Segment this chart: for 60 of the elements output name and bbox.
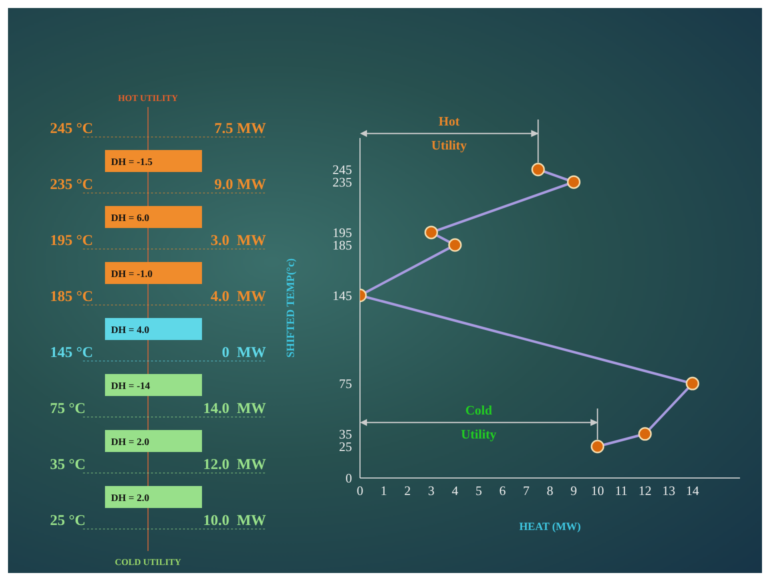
point bbox=[448, 238, 462, 252]
text: DH = 6.0 bbox=[111, 213, 150, 224]
text: COLD UTILITY bbox=[114, 557, 182, 567]
y-tick-label: 245 bbox=[332, 162, 352, 178]
x-tick-label: 4 bbox=[452, 483, 459, 498]
x-tick-label: 14 bbox=[686, 483, 700, 498]
text: 3.0 MW bbox=[210, 233, 266, 249]
category-label: 35 °C bbox=[50, 457, 86, 473]
y-tick-label: 75 bbox=[339, 376, 352, 392]
text: HOT UTILITY bbox=[118, 93, 179, 103]
category-label: 25 °C bbox=[50, 513, 86, 529]
x-tick-label: 9 bbox=[570, 483, 577, 498]
x-tick-label: 3 bbox=[428, 483, 434, 498]
text: 12.0 MW bbox=[203, 457, 266, 473]
x-tick-label: 0 bbox=[356, 483, 364, 498]
text: 14.0 MW bbox=[203, 401, 266, 417]
text: DH = 2.0 bbox=[111, 493, 150, 504]
category-label: 75 °C bbox=[50, 401, 86, 417]
y-tick-label: 185 bbox=[332, 238, 352, 253]
y-tick-label: 35 bbox=[339, 426, 352, 442]
text: DH = -1.0 bbox=[111, 269, 153, 280]
point bbox=[590, 440, 604, 454]
x-tick-label: 7 bbox=[523, 483, 530, 498]
point bbox=[424, 226, 438, 240]
category-label: 185 °C bbox=[50, 289, 94, 305]
text: DH = -1.5 bbox=[111, 157, 153, 168]
x-tick-label: 6 bbox=[499, 483, 506, 498]
y-tick-label: 0 bbox=[346, 470, 352, 486]
point bbox=[638, 427, 652, 441]
y-axis-title: SHIFTED TEMP(°c) bbox=[284, 258, 297, 358]
text: DH = 4.0 bbox=[111, 325, 150, 336]
category-label: 245 °C bbox=[50, 121, 94, 137]
y-tick-label: 145 bbox=[332, 288, 352, 304]
point bbox=[567, 175, 580, 189]
category-label: 195 °C bbox=[50, 233, 94, 249]
y-tick-label: 195 bbox=[332, 225, 352, 240]
x-tick-label: 12 bbox=[638, 483, 652, 498]
text: 9.0 MW bbox=[214, 177, 266, 193]
x-tick-label: 11 bbox=[614, 483, 628, 498]
x-axis-title: HEAT (MW) bbox=[519, 521, 582, 533]
point bbox=[686, 376, 700, 390]
annotation: Hot Utility bbox=[431, 113, 468, 152]
category-label: 145 °C bbox=[50, 345, 94, 361]
y-tick-label: 25 bbox=[339, 439, 352, 454]
text: 4.0 MW bbox=[210, 289, 266, 305]
text: 0 MW bbox=[222, 345, 266, 361]
text: 10.0 MW bbox=[203, 513, 266, 529]
x-tick-label: 10 bbox=[591, 483, 604, 498]
x-tick-label: 13 bbox=[662, 483, 676, 498]
x-tick-label: 5 bbox=[476, 483, 482, 498]
x-tick-label: 1 bbox=[380, 483, 387, 498]
text: 7.5 MW bbox=[214, 121, 266, 137]
text: DH = -14 bbox=[111, 381, 150, 392]
category-label: 235 °C bbox=[50, 177, 94, 193]
x-tick-label: 8 bbox=[546, 483, 554, 498]
y-tick-label: 235 bbox=[332, 174, 352, 190]
point bbox=[531, 162, 545, 176]
annotation: Cold Utility bbox=[461, 402, 497, 442]
x-tick-label: 2 bbox=[404, 483, 411, 498]
text: DH = 2.0 bbox=[111, 437, 150, 448]
